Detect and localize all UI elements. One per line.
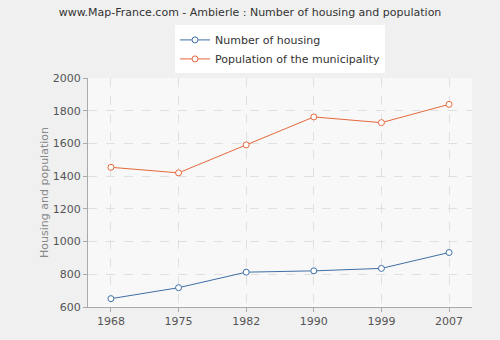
- svg-text:1990: 1990: [300, 315, 328, 328]
- svg-text:Population of the municipality: Population of the municipality: [215, 53, 380, 66]
- svg-text:Number of housing: Number of housing: [215, 34, 320, 47]
- svg-text:Housing and population: Housing and population: [38, 127, 51, 258]
- svg-text:1999: 1999: [367, 315, 395, 328]
- svg-text:1200: 1200: [53, 203, 81, 216]
- svg-text:2000: 2000: [53, 72, 81, 85]
- svg-text:1000: 1000: [53, 235, 81, 248]
- svg-text:1800: 1800: [53, 105, 81, 118]
- svg-text:www.Map-France.com - Ambierle: www.Map-France.com - Ambierle : Number o…: [59, 6, 442, 19]
- svg-text:800: 800: [60, 268, 81, 281]
- svg-text:1975: 1975: [165, 315, 193, 328]
- svg-text:600: 600: [60, 301, 81, 314]
- svg-text:1968: 1968: [97, 315, 125, 328]
- svg-text:1600: 1600: [53, 137, 81, 150]
- svg-text:1982: 1982: [232, 315, 260, 328]
- svg-text:1400: 1400: [53, 170, 81, 183]
- svg-text:2007: 2007: [435, 315, 463, 328]
